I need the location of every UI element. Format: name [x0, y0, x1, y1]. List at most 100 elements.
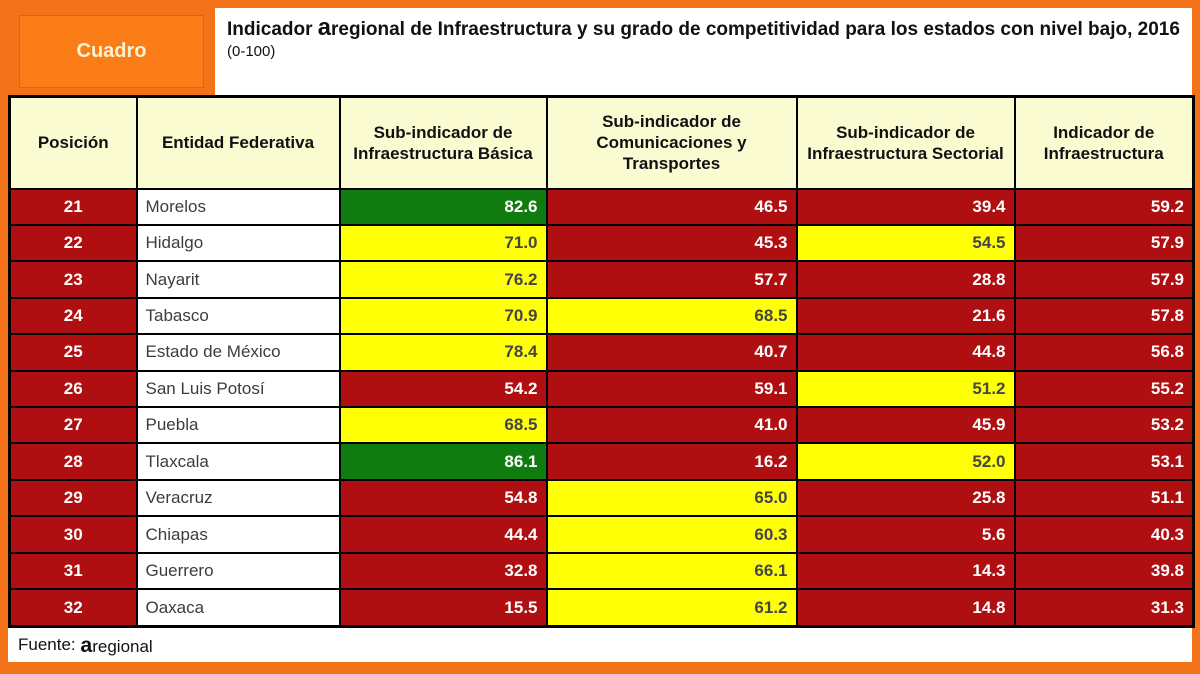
basica-cell: 82.6 — [338, 187, 548, 226]
indicador-cell: 40.3 — [1013, 515, 1195, 554]
table-row: 26 San Luis Potosí 54.2 59.1 51.2 55.2 — [8, 369, 1195, 409]
position-cell: 24 — [8, 296, 138, 336]
source-note: Fuente: aregional — [8, 628, 1192, 662]
entity-cell: Estado de México — [135, 333, 341, 372]
sectorial-cell: 25.8 — [795, 478, 1016, 518]
entity-cell: Hidalgo — [135, 223, 341, 263]
col-basica: Sub-indicador de Infraestructura Básica — [338, 95, 548, 190]
basica-cell: 70.9 — [338, 296, 548, 336]
scale-note: (0-100) — [227, 43, 276, 61]
col-posicion: Posición — [8, 95, 138, 190]
comunicaciones-cell: 45.3 — [545, 223, 798, 263]
entity-cell: Puebla — [135, 406, 341, 445]
basica-cell: 54.8 — [338, 478, 548, 518]
title-suffix: de Infraestructura y su grado de competi… — [404, 19, 1180, 40]
comunicaciones-cell: 61.2 — [545, 588, 798, 628]
indicador-cell: 39.8 — [1013, 551, 1195, 591]
position-cell: 22 — [8, 223, 138, 263]
col-entidad: Entidad Federativa — [135, 95, 341, 190]
table-row: 27 Puebla 68.5 41.0 45.9 53.2 — [8, 406, 1195, 445]
entity-cell: Oaxaca — [135, 588, 341, 628]
position-cell: 31 — [8, 551, 138, 591]
entity-cell: Veracruz — [135, 478, 341, 518]
indicador-cell: 53.1 — [1013, 442, 1195, 481]
source-prefix: Fuente: — [18, 635, 76, 654]
table-row: 21 Morelos 82.6 46.5 39.4 59.2 — [8, 187, 1195, 226]
table-row: 28 Tlaxcala 86.1 16.2 52.0 53.1 — [8, 442, 1195, 481]
entity-cell: Morelos — [135, 187, 341, 226]
table-row: 25 Estado de México 78.4 40.7 44.8 56.8 — [8, 333, 1195, 372]
table-row: 29 Veracruz 54.8 65.0 25.8 51.1 — [8, 478, 1195, 518]
col-indicador: Indicador de Infraestructura — [1013, 95, 1195, 190]
basica-cell: 15.5 — [338, 588, 548, 628]
position-cell: 28 — [8, 442, 138, 481]
basica-cell: 78.4 — [338, 333, 548, 372]
position-cell: 25 — [8, 333, 138, 372]
indicador-cell: 31.3 — [1013, 588, 1195, 628]
comunicaciones-cell: 57.7 — [545, 260, 798, 299]
indicador-cell: 51.1 — [1013, 478, 1195, 518]
indicador-cell: 57.9 — [1013, 223, 1195, 263]
indicador-cell: 53.2 — [1013, 406, 1195, 445]
col-sectorial: Sub-indicador de Infraestructura Sectori… — [795, 95, 1016, 190]
table-row: 32 Oaxaca 15.5 61.2 14.8 31.3 — [8, 588, 1195, 628]
position-cell: 27 — [8, 406, 138, 445]
table-body: 21 Morelos 82.6 46.5 39.4 59.2 22 Hidalg… — [8, 187, 1195, 628]
cuadro-label: Cuadro — [76, 40, 147, 62]
position-cell: 32 — [8, 588, 138, 628]
basica-cell: 68.5 — [338, 406, 548, 445]
sectorial-cell: 14.3 — [795, 551, 1016, 591]
sectorial-cell: 54.5 — [795, 223, 1016, 263]
comunicaciones-cell: 60.3 — [545, 515, 798, 554]
table-header: Posición Entidad Federativa Sub-indicado… — [8, 95, 1195, 190]
entity-cell: Nayarit — [135, 260, 341, 299]
table-row: 31 Guerrero 32.8 66.1 14.3 39.8 — [8, 551, 1195, 591]
basica-cell: 54.2 — [338, 369, 548, 409]
basica-cell: 71.0 — [338, 223, 548, 263]
comunicaciones-cell: 40.7 — [545, 333, 798, 372]
indicador-cell: 57.9 — [1013, 260, 1195, 299]
comunicaciones-cell: 59.1 — [545, 369, 798, 409]
page-title: Indicador aregional de Infraestructura y… — [227, 13, 1180, 43]
brand-name: aregional — [317, 14, 405, 41]
position-cell: 23 — [8, 260, 138, 299]
header-band: Cuadro Indicador aregional de Infraestru… — [8, 8, 1192, 95]
sectorial-cell: 51.2 — [795, 369, 1016, 409]
title-area: Indicador aregional de Infraestructura y… — [215, 8, 1192, 95]
sectorial-cell: 39.4 — [795, 187, 1016, 226]
sectorial-cell: 21.6 — [795, 296, 1016, 336]
table-row: 23 Nayarit 76.2 57.7 28.8 57.9 — [8, 260, 1195, 299]
comunicaciones-cell: 41.0 — [545, 406, 798, 445]
entity-cell: San Luis Potosí — [135, 369, 341, 409]
basica-cell: 32.8 — [338, 551, 548, 591]
position-cell: 29 — [8, 478, 138, 518]
sectorial-cell: 14.8 — [795, 588, 1016, 628]
sectorial-cell: 5.6 — [795, 515, 1016, 554]
table-header-row: Posición Entidad Federativa Sub-indicado… — [8, 95, 1195, 190]
source-brand: aregional — [80, 632, 153, 657]
entity-cell: Tlaxcala — [135, 442, 341, 481]
infrastructure-table: Posición Entidad Federativa Sub-indicado… — [8, 95, 1195, 628]
comunicaciones-cell: 65.0 — [545, 478, 798, 518]
position-cell: 30 — [8, 515, 138, 554]
table-row: 24 Tabasco 70.9 68.5 21.6 57.8 — [8, 296, 1195, 336]
basica-cell: 86.1 — [338, 442, 548, 481]
comunicaciones-cell: 66.1 — [545, 551, 798, 591]
col-comunicaciones: Sub-indicador de Comunicaciones y Transp… — [545, 95, 798, 190]
position-cell: 26 — [8, 369, 138, 409]
title-prefix: Indicador — [227, 19, 318, 40]
comunicaciones-cell: 68.5 — [545, 296, 798, 336]
sectorial-cell: 44.8 — [795, 333, 1016, 372]
sectorial-cell: 28.8 — [795, 260, 1016, 299]
position-cell: 21 — [8, 187, 138, 226]
content-area: Cuadro Indicador aregional de Infraestru… — [8, 8, 1195, 662]
table-row: 30 Chiapas 44.4 60.3 5.6 40.3 — [8, 515, 1195, 554]
basica-cell: 44.4 — [338, 515, 548, 554]
cuadro-band: Cuadro — [8, 8, 215, 95]
basica-cell: 76.2 — [338, 260, 548, 299]
entity-cell: Guerrero — [135, 551, 341, 591]
entity-cell: Tabasco — [135, 296, 341, 336]
sectorial-cell: 45.9 — [795, 406, 1016, 445]
indicador-cell: 59.2 — [1013, 187, 1195, 226]
